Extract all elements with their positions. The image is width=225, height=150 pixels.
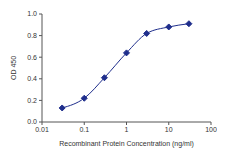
- svg-text:OD 450: OD 450: [10, 56, 17, 80]
- svg-text:Recombinant Protein Concentrat: Recombinant Protein Concentration (ng/ml…: [59, 140, 194, 148]
- svg-text:0.01: 0.01: [35, 126, 49, 133]
- svg-text:100: 100: [205, 126, 217, 133]
- svg-text:0.1: 0.1: [79, 126, 89, 133]
- svg-text:0.2: 0.2: [27, 97, 37, 104]
- svg-text:0.8: 0.8: [27, 32, 37, 39]
- svg-text:0.6: 0.6: [27, 54, 37, 61]
- svg-text:0.4: 0.4: [27, 75, 37, 82]
- svg-text:10: 10: [165, 126, 173, 133]
- svg-text:1.0: 1.0: [27, 10, 37, 17]
- svg-text:0.0: 0.0: [27, 118, 37, 125]
- svg-text:1: 1: [125, 126, 129, 133]
